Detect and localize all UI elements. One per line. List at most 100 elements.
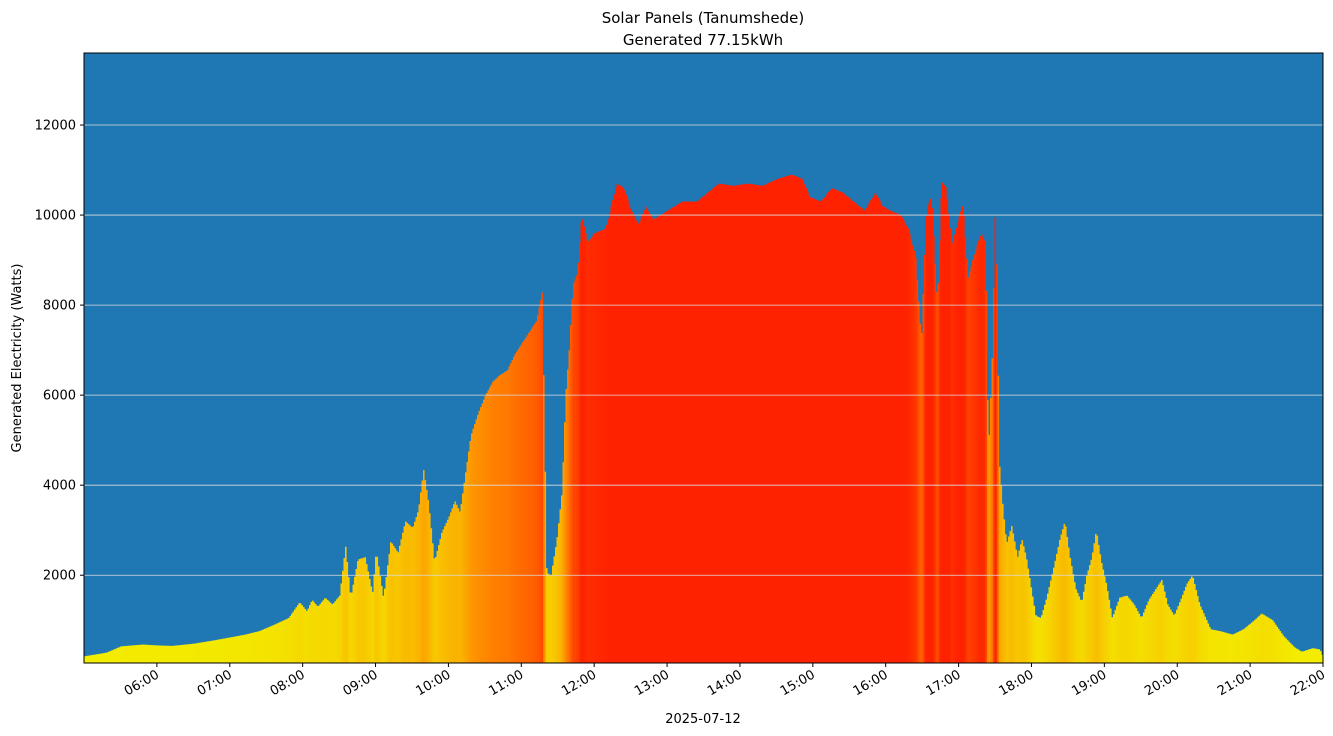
bar xyxy=(622,187,625,664)
bar xyxy=(181,644,184,663)
bar xyxy=(796,176,799,663)
bar xyxy=(862,209,865,663)
bar xyxy=(822,199,824,664)
bar xyxy=(1078,596,1081,663)
bar xyxy=(1308,649,1310,663)
bar xyxy=(340,583,343,663)
bar xyxy=(631,212,634,663)
bar xyxy=(636,220,638,664)
bar xyxy=(1191,576,1193,663)
bar xyxy=(1318,649,1321,663)
bar xyxy=(1099,554,1102,663)
bar xyxy=(93,654,95,663)
bar xyxy=(1290,643,1292,663)
bar xyxy=(1246,626,1249,663)
bar xyxy=(1303,650,1306,663)
bar xyxy=(445,522,448,663)
bar xyxy=(1314,648,1316,663)
bar xyxy=(1317,649,1319,663)
y-tick-label: 10000 xyxy=(35,209,76,224)
bar xyxy=(223,638,226,663)
bar xyxy=(591,237,593,663)
bar xyxy=(619,185,622,663)
bar xyxy=(951,243,953,663)
bar xyxy=(1012,533,1015,663)
bar xyxy=(85,656,88,663)
bar xyxy=(571,298,574,663)
bar xyxy=(1249,623,1252,663)
bar xyxy=(909,233,911,663)
bar xyxy=(355,568,358,663)
bar xyxy=(579,242,581,663)
bar xyxy=(589,238,592,663)
bar xyxy=(1294,647,1297,663)
bar xyxy=(297,605,299,663)
bar xyxy=(1155,589,1157,663)
bar xyxy=(702,196,704,664)
bar xyxy=(1167,604,1169,663)
bar xyxy=(132,645,134,663)
bar xyxy=(189,644,191,663)
bar xyxy=(1009,531,1012,663)
bar xyxy=(1168,607,1171,663)
bar xyxy=(291,613,293,663)
bar xyxy=(1137,610,1139,663)
bar xyxy=(1084,583,1087,663)
bar xyxy=(919,323,922,663)
bar xyxy=(190,643,193,663)
bar xyxy=(955,228,958,664)
bar xyxy=(406,522,409,663)
bar xyxy=(928,202,931,663)
bar xyxy=(547,573,550,663)
bar xyxy=(852,200,854,663)
bar xyxy=(1129,599,1132,663)
bar xyxy=(739,184,742,663)
bar xyxy=(708,191,710,663)
bar xyxy=(1227,633,1229,663)
bar xyxy=(789,175,791,663)
bar xyxy=(945,187,947,663)
bar xyxy=(805,187,808,663)
bar xyxy=(294,609,296,663)
bar xyxy=(930,199,932,663)
bar xyxy=(540,300,542,663)
bar xyxy=(195,643,197,663)
bar xyxy=(123,646,125,663)
bar xyxy=(888,209,890,664)
bar xyxy=(372,591,374,663)
bar xyxy=(837,190,839,663)
bar xyxy=(564,422,566,663)
bar xyxy=(205,641,208,663)
bar xyxy=(1042,610,1045,663)
bar xyxy=(1117,601,1120,663)
bar xyxy=(1282,635,1285,663)
bar xyxy=(130,645,133,663)
bar xyxy=(771,181,773,664)
bar xyxy=(1036,616,1039,663)
bar xyxy=(1243,628,1246,663)
bar xyxy=(541,292,544,663)
bar xyxy=(1161,580,1163,663)
bar xyxy=(750,183,752,664)
bar xyxy=(645,206,647,664)
bar xyxy=(921,333,923,663)
bar xyxy=(870,200,872,664)
bar xyxy=(463,482,466,663)
bar xyxy=(669,209,671,663)
bar xyxy=(765,184,767,663)
bar xyxy=(891,211,893,664)
bar xyxy=(378,566,380,663)
bar xyxy=(634,217,637,663)
bar xyxy=(642,213,644,663)
bar xyxy=(393,545,395,663)
bar xyxy=(1296,648,1298,663)
bar xyxy=(307,608,310,663)
bar xyxy=(507,369,509,663)
bar xyxy=(1189,578,1192,663)
bar xyxy=(1176,609,1178,663)
bar xyxy=(670,208,673,663)
bar xyxy=(1095,533,1097,663)
bar xyxy=(207,641,209,663)
bar xyxy=(949,228,952,663)
bar xyxy=(1138,613,1141,663)
